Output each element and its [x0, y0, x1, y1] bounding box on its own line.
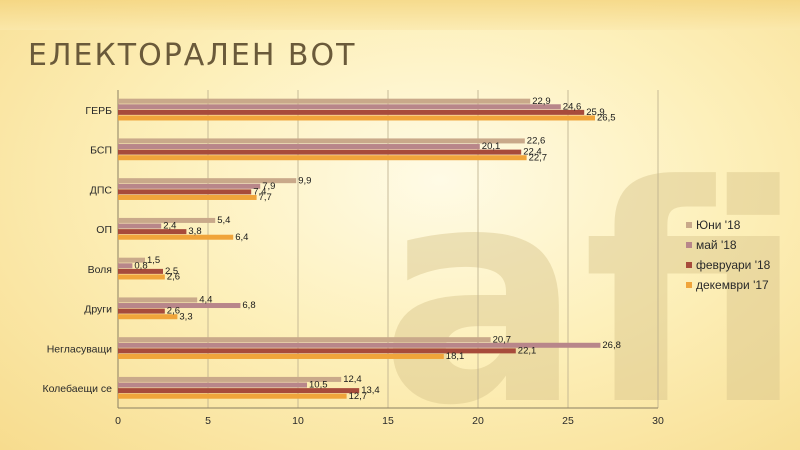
data-label: 20,1 [482, 141, 501, 152]
x-tick-label: 10 [292, 415, 304, 427]
data-label: 25,9 [586, 107, 605, 118]
data-label: 7,9 [262, 181, 275, 192]
category-label: Негласуващи [47, 343, 112, 355]
bar [118, 234, 234, 240]
bar [118, 98, 531, 104]
bar [118, 257, 145, 263]
legend-label: Юни '18 [696, 218, 741, 232]
bar [118, 274, 165, 280]
data-label: 18,1 [446, 351, 465, 362]
bar [118, 314, 178, 320]
bar [118, 223, 162, 229]
bar [118, 104, 561, 110]
data-label: 26,5 [597, 113, 616, 124]
legend-swatch [686, 222, 692, 228]
data-label: 9,9 [298, 175, 311, 186]
data-label: 7,7 [259, 192, 272, 203]
bar [118, 189, 252, 195]
bar [118, 388, 360, 394]
bar [118, 303, 241, 309]
bar [118, 376, 342, 382]
x-tick-label: 5 [205, 415, 211, 427]
category-label: ГЕРБ [85, 105, 112, 117]
bar [118, 183, 261, 189]
data-label: 6,8 [242, 300, 255, 311]
bar [118, 109, 585, 115]
x-tick-label: 30 [652, 415, 664, 427]
top-decoration-band [0, 0, 800, 30]
data-label: 0,8 [134, 260, 147, 271]
data-label: 22,9 [532, 96, 551, 107]
legend-label: май '18 [696, 238, 737, 252]
bar [118, 337, 491, 343]
bar [118, 144, 480, 150]
data-label: 12,7 [349, 391, 368, 402]
bar [118, 348, 516, 354]
data-label: 3,3 [179, 311, 192, 322]
legend-swatch [686, 282, 692, 288]
bar [118, 115, 595, 121]
legend-swatch [686, 262, 692, 268]
logo-text: afis [380, 150, 780, 430]
data-label: 20,7 [493, 334, 512, 345]
bar [118, 229, 187, 235]
category-label: Колебаещи се [42, 383, 112, 395]
legend-label: декември '17 [696, 278, 769, 292]
data-label: 10,5 [309, 380, 328, 391]
category-label: Други [84, 304, 112, 316]
legend-label: февруари '18 [696, 258, 771, 272]
data-label: 2,6 [167, 306, 180, 317]
bar [118, 308, 165, 314]
category-label: ДПС [90, 184, 113, 196]
bar [118, 393, 347, 399]
data-label: 22,4 [523, 147, 542, 158]
data-label: 5,4 [217, 215, 230, 226]
data-label: 2,5 [165, 266, 178, 277]
data-label: 22,1 [518, 345, 537, 356]
data-label: 22,6 [527, 136, 546, 147]
bar [118, 268, 163, 274]
category-label: БСП [90, 145, 112, 157]
bar [118, 217, 216, 223]
data-label: 2,6 [167, 272, 180, 283]
data-label: 7,4 [253, 186, 266, 197]
data-label: 1,5 [147, 255, 160, 266]
bar [118, 382, 307, 388]
data-label: 3,8 [188, 226, 201, 237]
bar [118, 155, 527, 161]
data-label: 26,8 [602, 340, 621, 351]
legend-swatch [686, 242, 692, 248]
bar [118, 297, 198, 303]
data-label: 13,4 [361, 385, 380, 396]
data-label: 2,4 [163, 221, 176, 232]
bar [118, 342, 601, 348]
data-label: 4,4 [199, 295, 212, 306]
data-label: 12,4 [343, 374, 362, 385]
category-label: ОП [96, 224, 112, 236]
bar [118, 149, 522, 155]
bar [118, 353, 444, 359]
page-title: ЕЛЕКТОРАЛЕН ВОТ [28, 38, 357, 73]
data-label: 24,6 [563, 101, 582, 112]
bar [118, 178, 297, 184]
bar [118, 194, 257, 200]
x-tick-label: 25 [562, 415, 574, 427]
data-label: 6,4 [235, 232, 248, 243]
x-tick-label: 15 [382, 415, 394, 427]
afis-logo: afis [380, 150, 780, 430]
bar [118, 138, 525, 144]
bar [118, 263, 133, 269]
x-tick-label: 20 [472, 415, 484, 427]
category-label: Воля [88, 264, 112, 276]
x-tick-label: 0 [115, 415, 121, 427]
data-label: 22,7 [529, 152, 548, 163]
